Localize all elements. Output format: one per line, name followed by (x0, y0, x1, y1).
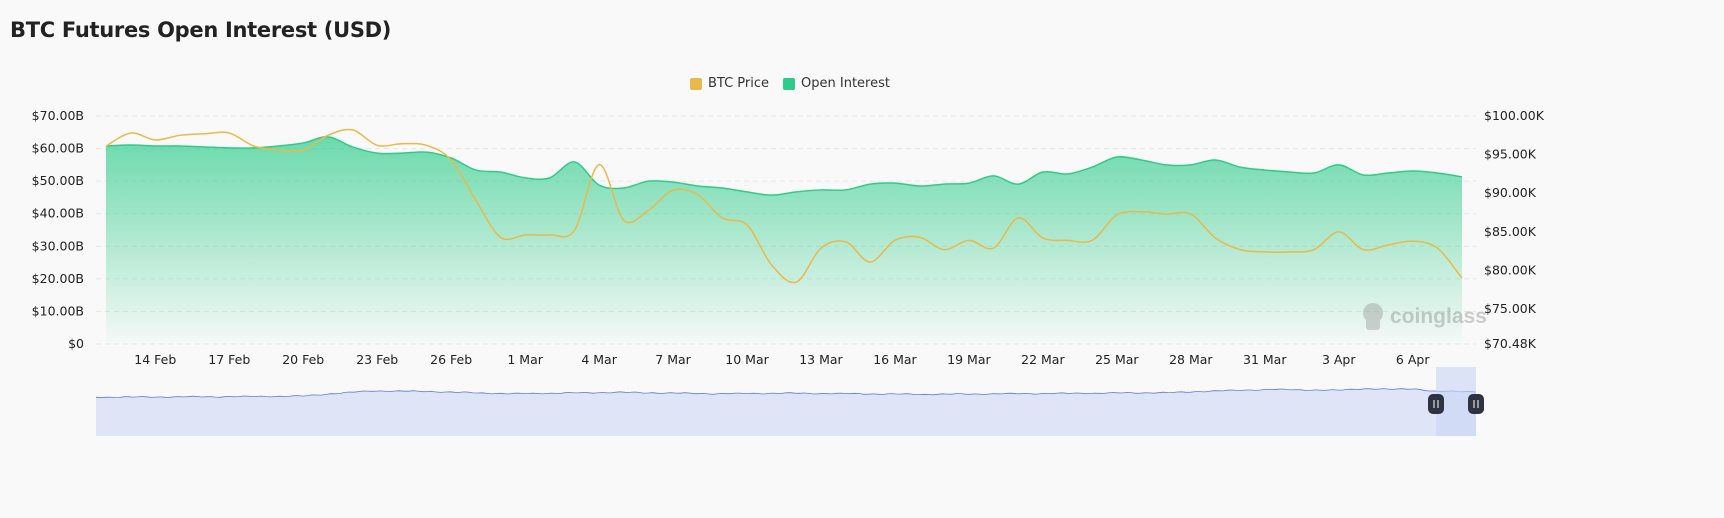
navigator-line (95, 388, 1477, 399)
y-left-tick-label: $40.00B (32, 206, 84, 221)
x-tick-label: 17 Feb (208, 352, 250, 367)
watermark-text: coinglass (1390, 305, 1487, 328)
legend-swatch-oi (783, 77, 796, 90)
x-tick-label: 6 Apr (1396, 352, 1430, 367)
x-tick-label: 16 Mar (873, 352, 917, 367)
legend-item-open-interest[interactable]: Open Interest (783, 76, 890, 91)
x-tick-label: 1 Mar (507, 352, 543, 367)
coinglass-watermark: coinglass (1363, 303, 1487, 330)
y-right-tick-label: $70.48K (1484, 336, 1537, 351)
x-tick-label: 23 Feb (356, 352, 398, 367)
legend-item-btc-price[interactable]: BTC Price (690, 76, 769, 91)
x-tick-label: 14 Feb (134, 352, 176, 367)
x-tick-label: 19 Mar (947, 352, 991, 367)
y-right-tick-label: $90.00K (1484, 185, 1537, 200)
x-tick-label: 25 Mar (1095, 352, 1139, 367)
legend-label-price: BTC Price (708, 76, 770, 91)
x-tick-label: 20 Feb (282, 352, 324, 367)
btc-price-line (105, 128, 1463, 284)
y-right-tick-label: $95.00K (1484, 147, 1537, 162)
y-left-tick-label: $30.00B (32, 238, 84, 253)
x-tick-label: 4 Mar (581, 352, 617, 367)
y-right-tick-label: $100.00K (1484, 108, 1545, 123)
y-left-tick-label: $10.00B (32, 303, 84, 318)
y-right-tick-label: $80.00K (1484, 262, 1537, 277)
legend-label-oi: Open Interest (801, 76, 890, 91)
y-left-tick-label: $70.00B (32, 108, 84, 123)
navigator-handle-right[interactable] (1468, 394, 1484, 414)
x-tick-label: 28 Mar (1169, 352, 1213, 367)
open-interest-line (105, 136, 1463, 196)
legend: BTC Price Open Interest (690, 76, 890, 91)
legend-swatch-price (690, 77, 702, 90)
y-left-tick-label: $0 (68, 336, 84, 351)
y-left-tick-label: $20.00B (32, 271, 84, 286)
x-tick-label: 31 Mar (1243, 352, 1287, 367)
x-tick-label: 3 Apr (1322, 352, 1356, 367)
navigator-handle-left[interactable] (1428, 394, 1444, 414)
y-right-tick-label: $75.00K (1484, 301, 1537, 316)
y-left-tick-label: $60.00B (32, 141, 84, 156)
x-tick-label: 22 Mar (1021, 352, 1065, 367)
chart-title: BTC Futures Open Interest (USD) (10, 18, 392, 42)
y-left-tick-label: $50.00B (32, 173, 84, 188)
x-tick-label: 26 Feb (430, 352, 472, 367)
x-tick-label: 7 Mar (655, 352, 691, 367)
open-interest-area (106, 136, 1462, 344)
y-right-tick-label: $85.00K (1484, 224, 1537, 239)
x-tick-label: 13 Mar (799, 352, 843, 367)
x-tick-label: 10 Mar (725, 352, 769, 367)
navigator[interactable] (95, 367, 1484, 436)
navigator-area (96, 388, 1476, 436)
